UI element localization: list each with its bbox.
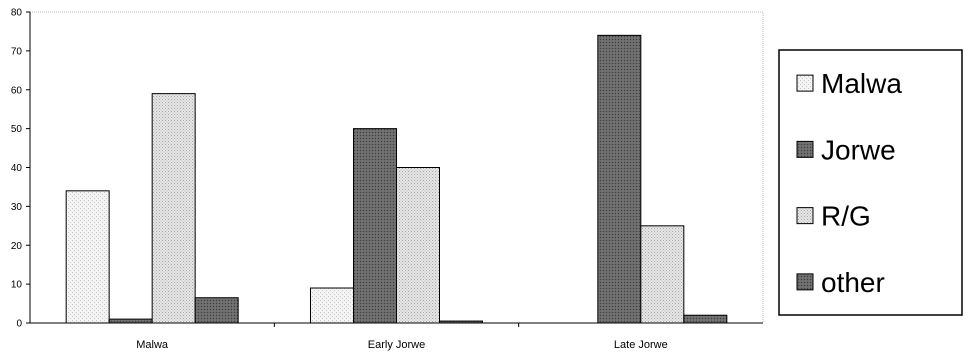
legend-label: other [821, 267, 885, 298]
x-tick-label: Malwa [136, 339, 169, 351]
legend-swatch [796, 74, 814, 92]
y-tick-label: 40 [11, 163, 23, 174]
bar-malwa [65, 190, 110, 324]
bar-malwa [310, 287, 354, 324]
legend-swatch [796, 273, 814, 291]
bar-other [439, 320, 483, 324]
legend-label: Malwa [821, 68, 902, 99]
x-tick-label: Late Jorwe [614, 339, 668, 351]
bar-r-g [151, 93, 196, 324]
x-tick-label: Early Jorwe [368, 339, 425, 351]
bar-r-g [396, 167, 440, 324]
bar-jorwe [597, 34, 642, 324]
y-tick-label: 30 [11, 202, 23, 213]
y-tick-label: 80 [11, 8, 23, 19]
y-tick-label: 20 [11, 241, 23, 252]
bar-other [194, 297, 239, 324]
y-tick-label: 10 [11, 280, 23, 291]
legend-swatch [796, 207, 814, 225]
y-tick-label: 60 [11, 85, 23, 96]
y-tick-label: 70 [11, 46, 23, 57]
y-tick-label: 50 [11, 124, 23, 135]
legend-box [778, 49, 963, 316]
bar-jorwe [108, 318, 153, 324]
bar-jorwe [353, 128, 397, 324]
bar-r-g [640, 225, 685, 324]
legend-swatch [796, 140, 814, 158]
bar-other [683, 314, 728, 324]
legend-label: Jorwe [821, 134, 896, 165]
y-tick-label: 0 [16, 319, 22, 330]
legend-label: R/G [821, 201, 871, 232]
